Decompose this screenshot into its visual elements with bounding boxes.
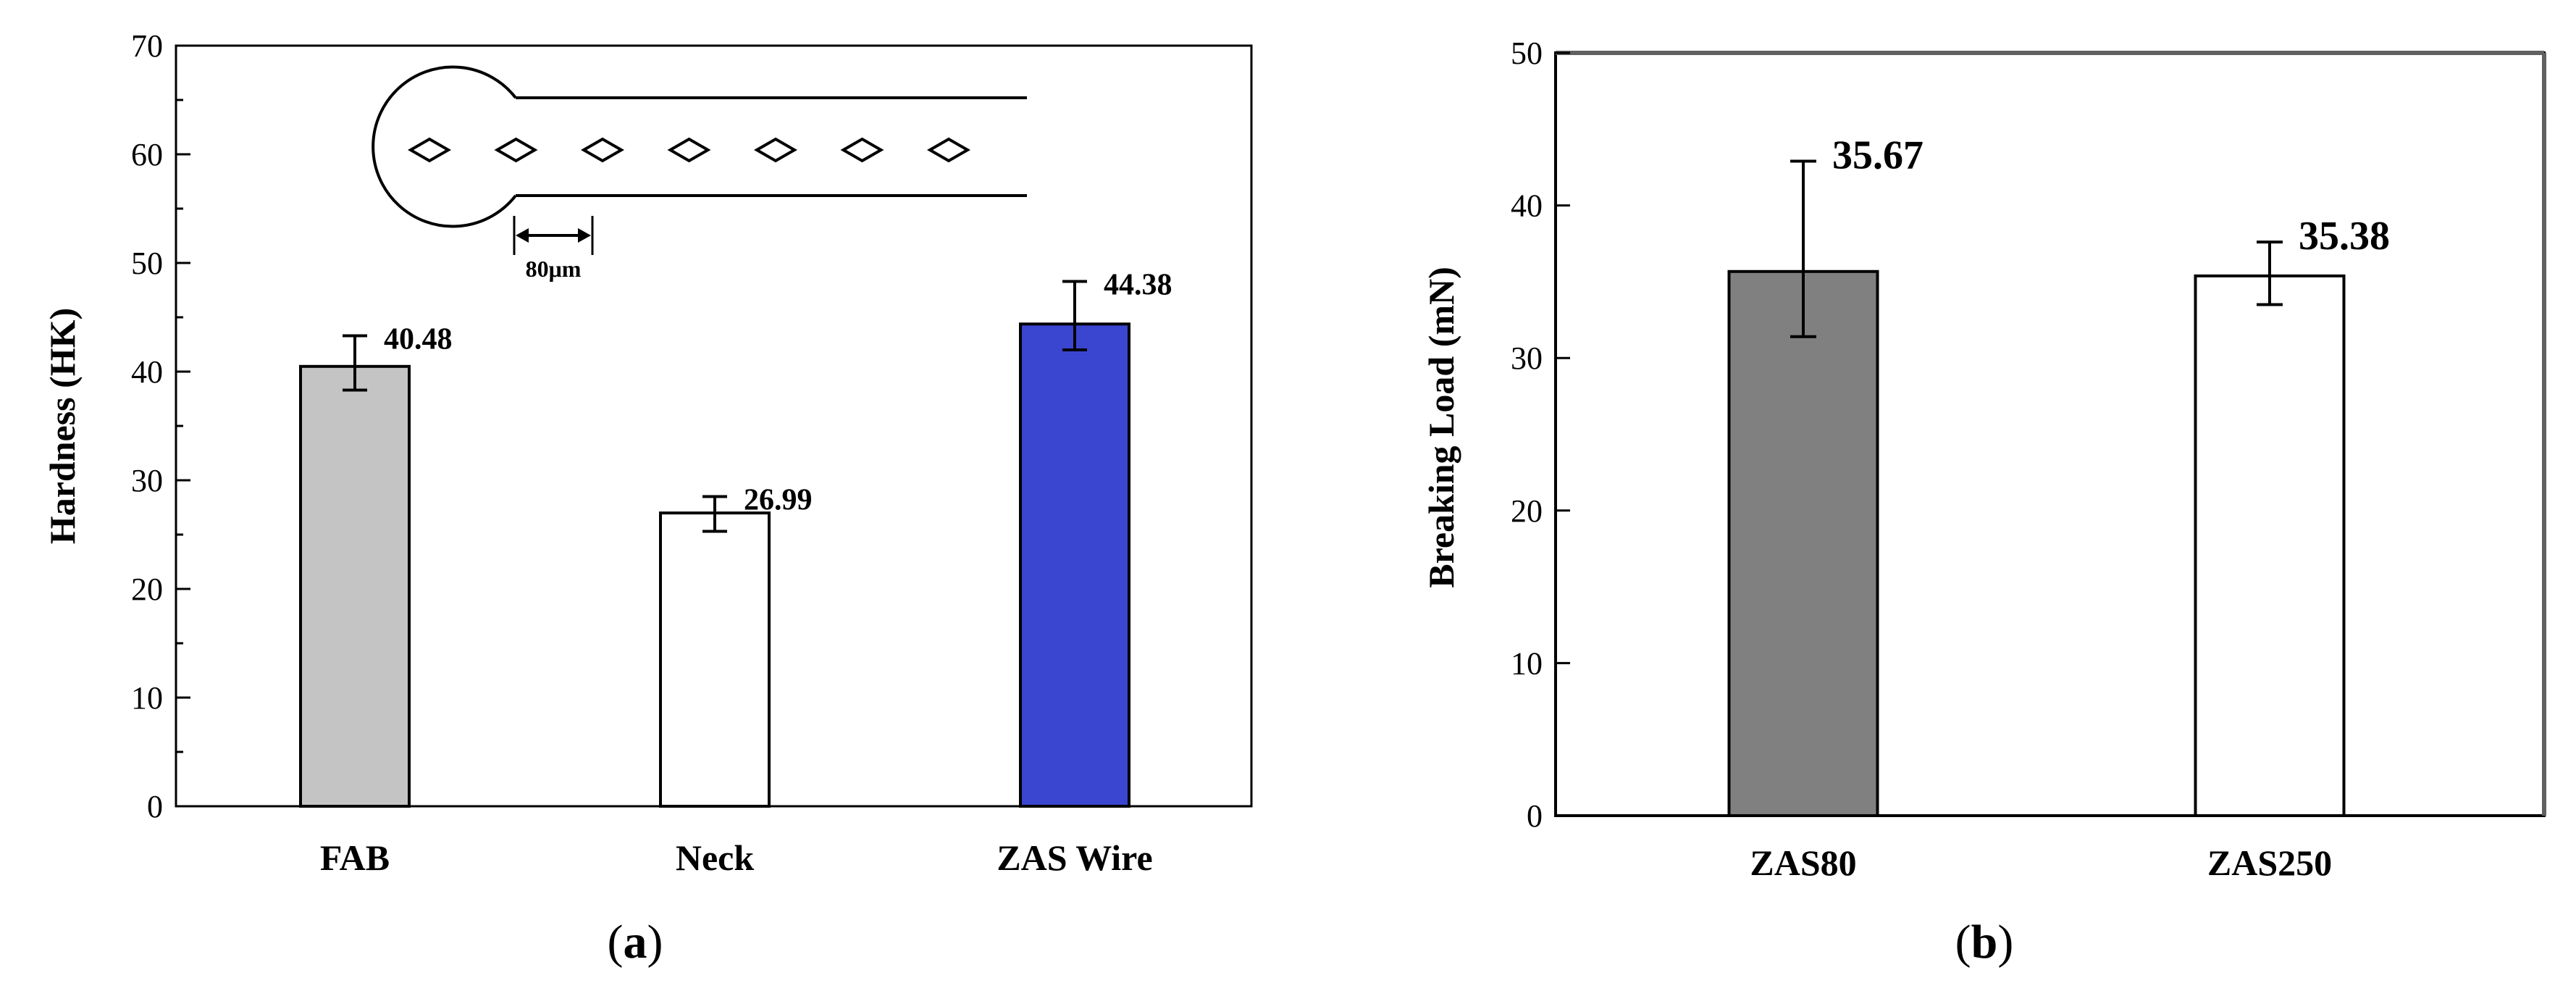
- panel-a-letter: a: [624, 916, 647, 969]
- hardness-y-tick-label: 60: [131, 137, 163, 172]
- x-label-neck: Neck: [676, 837, 754, 878]
- x-label-fab: FAB: [320, 837, 390, 878]
- scale-label: 80μm: [526, 256, 582, 282]
- x-label-zas80: ZAS80: [1750, 842, 1856, 883]
- bar-zas-wire: [1019, 322, 1130, 808]
- bar-zas80: [1727, 269, 1879, 817]
- hardness-y-tick-label: 30: [131, 463, 163, 498]
- breaking-load-y-tick-label: 30: [1511, 340, 1543, 376]
- panel-b-letter: b: [1971, 916, 1998, 969]
- x-label-zas250: ZAS250: [2207, 842, 2332, 883]
- hardness-y-tick-label: 20: [131, 572, 163, 607]
- scale-arrow-left-head: [516, 228, 529, 243]
- bar-neck: [659, 511, 771, 808]
- free-air-ball-outline: [372, 65, 517, 228]
- data-label-zas-wire: 44.38: [1104, 269, 1172, 302]
- hardness-y-axis-label: Hardness (HK): [42, 308, 83, 544]
- breaking-load-y-tick-label: 40: [1511, 188, 1543, 224]
- breaking-load-y-tick-label: 50: [1511, 35, 1543, 71]
- bar-zas250: [2194, 274, 2346, 817]
- scale-arrow-right-head: [578, 228, 591, 243]
- bar-fab: [299, 364, 411, 808]
- x-label-zas-wire: ZAS Wire: [997, 837, 1152, 878]
- hardness-y-tick-label: 50: [131, 246, 163, 281]
- breaking-load-chart: 0 10 20 30 40 50 35.67 ZAS80 35.38 ZAS250 Breaki…: [1421, 35, 2546, 969]
- breaking-load-y-tick-label: 10: [1511, 645, 1543, 681]
- indent-marker: [926, 137, 971, 163]
- hardness-y-tick-label: 70: [131, 28, 163, 64]
- indent-marker: [494, 137, 538, 163]
- indent-marker: [753, 137, 798, 163]
- data-label-zas250: 35.38: [2299, 214, 2390, 259]
- breaking-load-y-tick-label: 20: [1511, 493, 1543, 529]
- breaking-load-y-tick-label: 0: [1527, 798, 1543, 834]
- hardness-chart: 0 10 20 30 40 50 60 70 40.48 FAB 26.99 Neck 44.38 ZA…: [42, 28, 1253, 969]
- panel-a-caption: (a): [608, 916, 663, 969]
- data-label-zas80: 35.67: [1832, 133, 1923, 178]
- panel-b-caption: (b): [1955, 916, 2014, 969]
- indent-marker: [667, 137, 711, 163]
- indent-marker: [580, 137, 625, 163]
- hardness-y-tick-label: 40: [131, 354, 163, 390]
- data-label-neck: 26.99: [744, 484, 813, 517]
- breaking-load-plot-frame: [1554, 51, 2546, 817]
- fab-wire-schematic-inset: 80μm: [372, 65, 1027, 282]
- hardness-y-tick-label: 10: [131, 680, 163, 716]
- indent-marker: [407, 137, 452, 163]
- hardness-y-tick-label: 0: [147, 789, 163, 824]
- breaking-load-y-axis-label: Breaking Load (mN): [1421, 267, 1461, 588]
- data-label-fab: 40.48: [384, 323, 453, 356]
- indent-marker: [840, 137, 884, 163]
